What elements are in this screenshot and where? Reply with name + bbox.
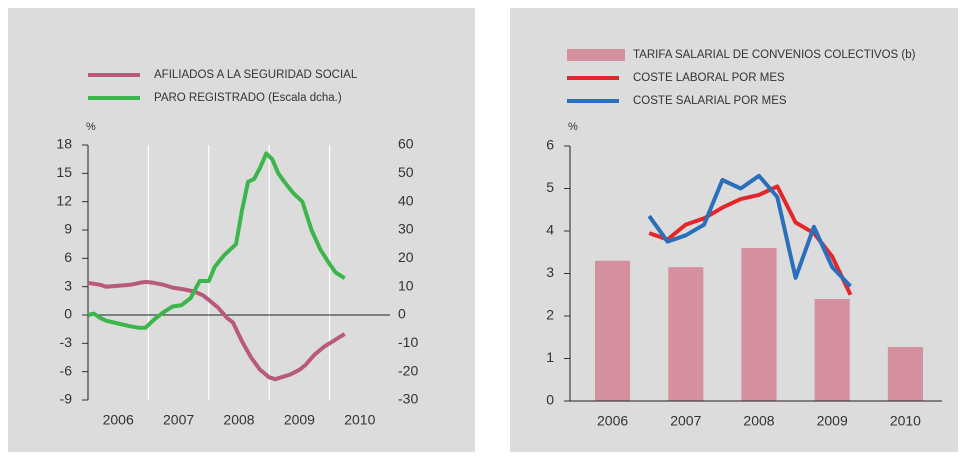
y2-tick-label: -20 bbox=[398, 362, 418, 378]
bar bbox=[814, 299, 850, 401]
y-tick-label: 3 bbox=[64, 277, 72, 293]
y-tick-label: 4 bbox=[546, 222, 554, 238]
y-tick-label: -9 bbox=[60, 391, 73, 407]
bar bbox=[595, 260, 631, 401]
x-tick-label: 2010 bbox=[890, 413, 921, 429]
legend-label: TARIFA SALARIAL DE CONVENIOS COLECTIVOS … bbox=[633, 49, 916, 61]
x-tick-label: 2007 bbox=[163, 412, 194, 428]
y2-tick-label: -30 bbox=[398, 391, 418, 407]
legend-label: AFILIADOS A LA SEGURIDAD SOCIAL bbox=[154, 69, 358, 81]
y-unit: % bbox=[568, 121, 578, 133]
x-tick-label: 2006 bbox=[103, 412, 134, 428]
y-tick-label: 6 bbox=[546, 137, 554, 153]
y-tick-label: 9 bbox=[64, 221, 72, 237]
y2-tick-label: 30 bbox=[398, 221, 414, 237]
x-tick-label: 2007 bbox=[670, 413, 701, 429]
x-tick-label: 2008 bbox=[223, 412, 254, 428]
y2-tick-label: 40 bbox=[398, 192, 414, 208]
line bbox=[87, 151, 346, 330]
y-tick-label: 6 bbox=[64, 249, 72, 265]
y-tick-label: 12 bbox=[56, 192, 72, 208]
y2-tick-label: 60 bbox=[398, 136, 414, 152]
x-tick-label: 2008 bbox=[743, 413, 774, 429]
legend-label: COSTE SALARIAL POR MES bbox=[633, 95, 787, 107]
x-tick-label: 2009 bbox=[817, 413, 848, 429]
legend-swatch bbox=[567, 49, 625, 61]
bar bbox=[741, 248, 777, 401]
y2-tick-label: 10 bbox=[398, 277, 414, 293]
y-tick-label: 2 bbox=[546, 307, 554, 323]
legend-label: PARO REGISTRADO (Escala dcha.) bbox=[154, 92, 342, 104]
line bbox=[87, 279, 346, 382]
y-tick-label: 5 bbox=[546, 179, 554, 195]
x-tick-label: 2010 bbox=[344, 412, 375, 428]
y2-tick-label: 50 bbox=[398, 164, 414, 180]
bar bbox=[668, 267, 704, 401]
y2-tick-label: 20 bbox=[398, 249, 414, 265]
y-tick-label: -3 bbox=[60, 334, 73, 350]
y-tick-label: 15 bbox=[56, 164, 72, 180]
x-tick-label: 2006 bbox=[597, 413, 628, 429]
y2-tick-label: -10 bbox=[398, 334, 418, 350]
legend-label: COSTE LABORAL POR MES bbox=[633, 72, 785, 84]
line bbox=[647, 173, 852, 288]
y-tick-label: 3 bbox=[546, 264, 554, 280]
y-tick-label: 0 bbox=[546, 392, 554, 408]
y2-tick-label: 0 bbox=[398, 306, 406, 322]
bar bbox=[887, 347, 923, 401]
y-unit: % bbox=[86, 121, 96, 133]
y-tick-label: 1 bbox=[546, 349, 554, 365]
y-tick-label: 18 bbox=[56, 136, 72, 152]
y-tick-label: 0 bbox=[64, 306, 72, 322]
panel bbox=[510, 8, 958, 452]
x-tick-label: 2009 bbox=[284, 412, 315, 428]
y-tick-label: -6 bbox=[60, 362, 73, 378]
